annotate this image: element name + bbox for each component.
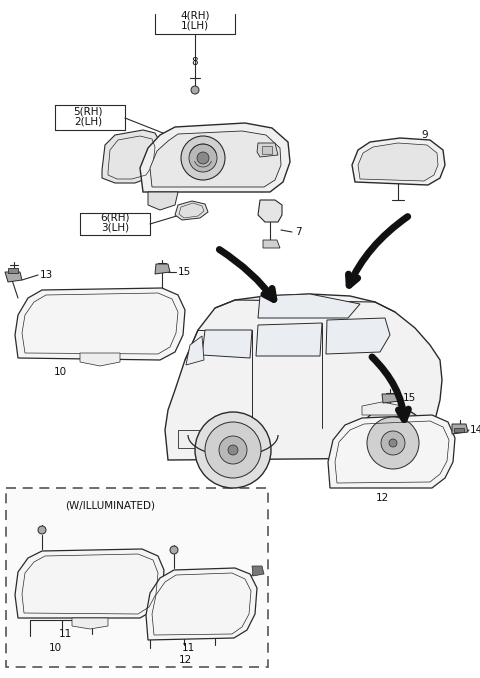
Text: 2(LH): 2(LH): [74, 117, 102, 127]
Text: 5(RH): 5(RH): [73, 107, 103, 117]
Polygon shape: [262, 146, 272, 154]
Polygon shape: [72, 618, 108, 629]
Polygon shape: [358, 143, 438, 181]
Circle shape: [357, 407, 429, 479]
Polygon shape: [102, 130, 160, 183]
Text: 15: 15: [403, 393, 416, 403]
Polygon shape: [256, 323, 322, 356]
Circle shape: [367, 417, 419, 469]
FancyBboxPatch shape: [6, 488, 268, 667]
Circle shape: [228, 445, 238, 455]
Polygon shape: [155, 264, 170, 274]
Circle shape: [195, 412, 271, 488]
Polygon shape: [454, 428, 464, 432]
Text: 11: 11: [59, 629, 72, 639]
Circle shape: [181, 136, 225, 180]
Polygon shape: [362, 402, 402, 415]
Circle shape: [191, 86, 199, 94]
Text: 10: 10: [53, 367, 67, 377]
Text: 11: 11: [181, 643, 194, 653]
Circle shape: [170, 546, 178, 554]
Polygon shape: [148, 192, 178, 210]
Polygon shape: [186, 336, 204, 365]
Circle shape: [381, 431, 405, 455]
Text: 3(LH): 3(LH): [101, 223, 129, 233]
Polygon shape: [178, 430, 210, 448]
Polygon shape: [326, 318, 390, 354]
Polygon shape: [140, 123, 290, 192]
Text: 13: 13: [40, 270, 53, 280]
Polygon shape: [382, 394, 400, 403]
Text: 8: 8: [192, 57, 198, 67]
Polygon shape: [175, 201, 208, 220]
Circle shape: [189, 144, 217, 172]
Polygon shape: [352, 138, 445, 185]
Circle shape: [38, 526, 46, 534]
Polygon shape: [452, 424, 468, 434]
Circle shape: [219, 436, 247, 464]
Polygon shape: [15, 549, 164, 618]
Polygon shape: [8, 268, 18, 273]
Text: 7: 7: [295, 227, 301, 237]
Polygon shape: [258, 200, 282, 222]
Polygon shape: [15, 288, 185, 360]
Polygon shape: [202, 330, 252, 358]
Text: 12: 12: [375, 493, 389, 503]
Circle shape: [205, 422, 261, 478]
Polygon shape: [263, 240, 280, 248]
Text: 6(RH): 6(RH): [100, 213, 130, 223]
Polygon shape: [252, 566, 264, 576]
Polygon shape: [150, 131, 281, 187]
Text: 1(LH): 1(LH): [181, 21, 209, 31]
Polygon shape: [258, 294, 360, 318]
Circle shape: [197, 152, 209, 164]
Text: 15: 15: [178, 267, 191, 277]
Text: (W/ILLUMINATED): (W/ILLUMINATED): [65, 500, 155, 510]
Polygon shape: [257, 143, 278, 157]
Polygon shape: [80, 353, 120, 366]
Polygon shape: [146, 568, 257, 640]
Text: 14: 14: [470, 425, 480, 435]
Polygon shape: [165, 294, 442, 460]
Polygon shape: [5, 272, 22, 282]
Text: 10: 10: [48, 643, 61, 653]
Text: 4(RH): 4(RH): [180, 11, 210, 21]
Polygon shape: [328, 415, 455, 488]
Text: 9: 9: [422, 130, 428, 140]
Circle shape: [389, 439, 397, 447]
Text: 12: 12: [179, 655, 192, 665]
